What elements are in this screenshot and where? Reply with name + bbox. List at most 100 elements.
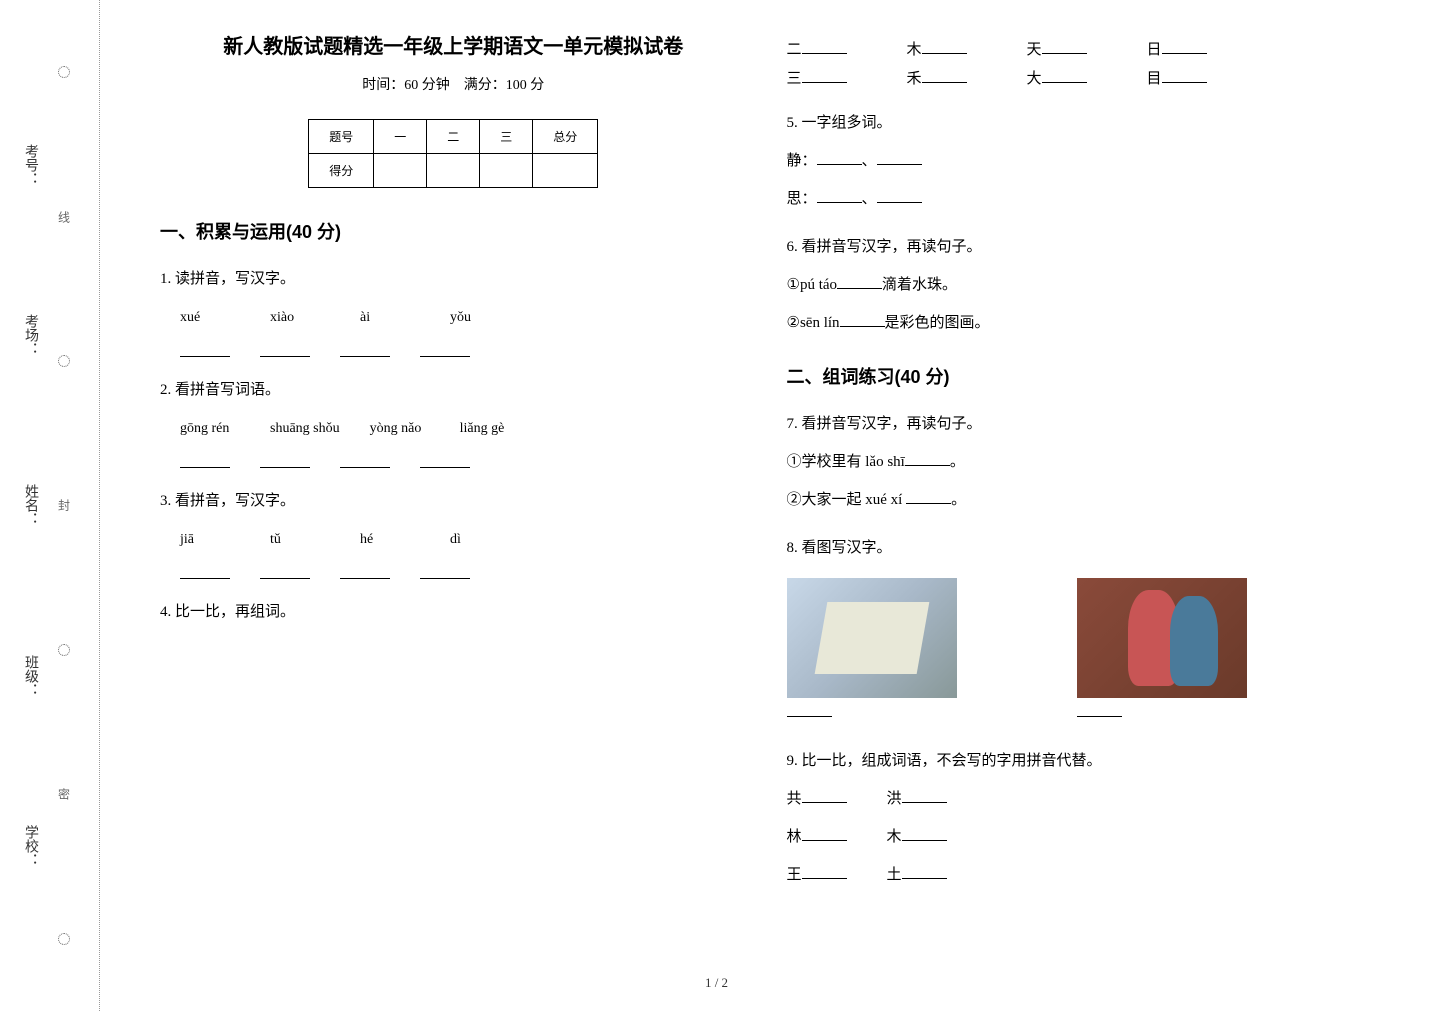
children-image [1077, 578, 1247, 698]
section2-title: 二、组词练习(40 分) [787, 363, 1374, 389]
section1-title: 一、积累与运用(40 分) [160, 218, 747, 244]
question-5: 5. 一字组多词。 静：、 思：、 [787, 108, 1374, 214]
q3-text: 3. 看拼音，写汉字。 [160, 486, 747, 516]
char-da: 大 [1027, 67, 1042, 88]
answer-blank [1077, 716, 1122, 717]
answer-blank [877, 202, 922, 203]
answer-blank [420, 337, 470, 357]
q7-line2-prefix: ②大家一起 [787, 492, 862, 508]
q7-line2-pinyin: xué xí [865, 492, 902, 508]
answer-blank [840, 326, 885, 327]
q5-text: 5. 一字组多词。 [787, 108, 1374, 138]
q5-jing: 静： [787, 153, 817, 169]
score-header-label: 题号 [309, 120, 374, 154]
answer-blank [802, 82, 847, 83]
answer-blank [340, 337, 390, 357]
answer-blank [802, 53, 847, 54]
time-label: 时间：60 分钟 [362, 78, 450, 93]
answer-blank [787, 716, 832, 717]
main-content: 新人教版试题精选一年级上学期语文一单元模拟试卷 时间：60 分钟 满分：100 … [100, 0, 1433, 1011]
q7-line2-suffix: 。 [951, 492, 966, 508]
q4-compare-row1: 二 木 天 日 [787, 38, 1374, 59]
score-row-label: 得分 [309, 154, 374, 188]
score-col-3: 三 [480, 120, 533, 154]
answer-blank [902, 840, 947, 841]
q3-pinyin-4: dì [450, 526, 510, 554]
char-mu3: 木 [887, 822, 902, 852]
answer-blank [906, 503, 951, 504]
char-er: 二 [787, 38, 802, 59]
exam-title: 新人教版试题精选一年级上学期语文一单元模拟试卷 [160, 30, 747, 59]
answer-blank [877, 164, 922, 165]
score-cell [427, 154, 480, 188]
q2-pinyin-4: liǎng gè [460, 415, 520, 443]
answer-blank [922, 53, 967, 54]
score-table: 题号 一 二 三 总分 得分 [308, 119, 598, 188]
binding-circle-icon [58, 644, 70, 656]
answer-blank [902, 878, 947, 879]
binding-circle-icon [58, 933, 70, 945]
score-col-2: 二 [427, 120, 480, 154]
q2-pinyin-1: gōng rén [180, 415, 240, 443]
binding-sidebar: 考号： 考场： 姓名： 班级： 学校： 线 封 密 [0, 0, 100, 1011]
question-9: 9. 比一比，组成词语，不会写的字用拼音代替。 共 洪 林 木 王 土 [787, 746, 1374, 890]
q4-compare-row2: 三 禾 大 目 [787, 67, 1374, 88]
q6-line2-text: 是彩色的图画。 [885, 315, 990, 331]
char-hong: 洪 [887, 784, 902, 814]
binding-line: 线 封 密 [49, 0, 79, 1011]
q6-line1-text: 滴着水珠。 [882, 277, 957, 293]
school-building-image [787, 578, 957, 698]
sidebar-label-banji: 班级： [20, 655, 40, 697]
answer-blank [922, 82, 967, 83]
answer-blank [180, 337, 230, 357]
answer-blank [802, 878, 847, 879]
left-column: 新人教版试题精选一年级上学期语文一单元模拟试卷 时间：60 分钟 满分：100 … [140, 30, 767, 981]
answer-blank [817, 202, 862, 203]
answer-blank [420, 448, 470, 468]
answer-blank [180, 559, 230, 579]
exam-subtitle: 时间：60 分钟 满分：100 分 [160, 74, 747, 94]
sidebar-label-kaohao: 考号： [20, 144, 40, 186]
question-2: 2. 看拼音写词语。 gōng rén shuāng shǒu yòng nǎo… [160, 375, 747, 468]
q2-text: 2. 看拼音写词语。 [160, 375, 747, 405]
char-mu2: 目 [1147, 67, 1162, 88]
q1-pinyin-4: yǒu [450, 304, 510, 332]
answer-blank [837, 288, 882, 289]
char-he: 禾 [907, 67, 922, 88]
fullscore-label: 满分：100 分 [464, 78, 545, 93]
char-gong: 共 [787, 784, 802, 814]
q9-text: 9. 比一比，组成词语，不会写的字用拼音代替。 [787, 746, 1374, 776]
question-4: 4. 比一比，再组词。 [160, 597, 747, 627]
q3-pinyin-2: tǔ [270, 526, 330, 554]
question-1: 1. 读拼音，写汉字。 xué xiào ài yǒu [160, 264, 747, 357]
answer-blank [260, 337, 310, 357]
binding-circle-icon [58, 355, 70, 367]
answer-blank [1162, 82, 1207, 83]
answer-blank [802, 840, 847, 841]
q7-text: 7. 看拼音写汉字，再读句子。 [787, 409, 1374, 439]
q2-pinyin-3: yòng nǎo [370, 415, 430, 443]
sidebar-label-xingming: 姓名： [20, 484, 40, 526]
char-ri: 日 [1147, 38, 1162, 59]
q7-line1-prefix: ①学校里有 [787, 454, 862, 470]
answer-blank [817, 164, 862, 165]
question-8: 8. 看图写汉字。 [787, 533, 1374, 728]
question-6: 6. 看拼音写汉字，再读句子。 ①pú táo滴着水珠。 ②sēn lín是彩色… [787, 232, 1374, 338]
q1-pinyin-3: ài [360, 304, 420, 332]
char-san: 三 [787, 67, 802, 88]
score-cell [374, 154, 427, 188]
page-number: 1 / 2 [705, 975, 728, 991]
answer-blank [1162, 53, 1207, 54]
answer-blank [340, 448, 390, 468]
binding-text-xian: 线 [56, 211, 73, 223]
answer-blank [260, 559, 310, 579]
answer-blank [260, 448, 310, 468]
sidebar-label-xuexiao: 学校： [20, 825, 40, 867]
answer-blank [340, 559, 390, 579]
answer-blank [1042, 53, 1087, 54]
char-tian: 天 [1027, 38, 1042, 59]
q6-text: 6. 看拼音写汉字，再读句子。 [787, 232, 1374, 262]
q4-text: 4. 比一比，再组词。 [160, 597, 747, 627]
answer-blank [1042, 82, 1087, 83]
binding-text-mi: 密 [56, 788, 73, 800]
